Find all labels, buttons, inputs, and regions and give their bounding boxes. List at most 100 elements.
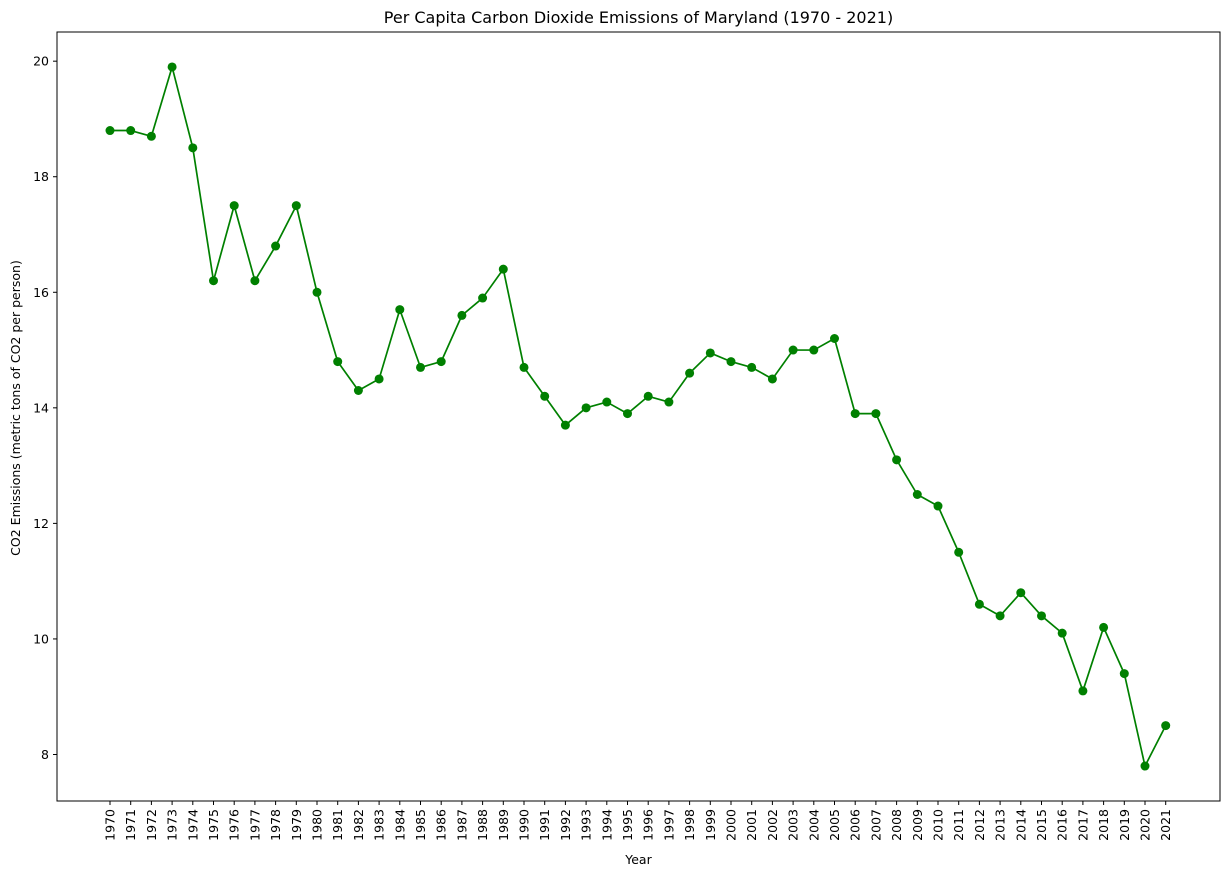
data-point <box>995 611 1005 621</box>
x-tick-label: 1976 <box>227 809 242 841</box>
x-tick-label: 1972 <box>144 809 159 841</box>
data-point <box>954 547 964 557</box>
data-point <box>1057 628 1067 638</box>
x-tick-label: 2014 <box>1013 809 1028 841</box>
x-tick-label: 1988 <box>475 809 490 841</box>
x-tick-label: 2006 <box>848 809 863 841</box>
data-point <box>912 489 922 499</box>
data-point <box>519 362 529 372</box>
data-point <box>291 201 301 211</box>
x-tick-label: 2010 <box>931 809 946 841</box>
data-point <box>602 397 612 407</box>
data-point <box>457 310 467 320</box>
x-tick-label: 2008 <box>889 809 904 841</box>
y-tick-label: 18 <box>33 169 49 184</box>
x-tick-label: 2007 <box>868 809 883 841</box>
x-tick-label: 2002 <box>765 809 780 841</box>
x-tick-label: 1974 <box>185 809 200 841</box>
y-tick-label: 20 <box>33 54 49 69</box>
x-tick-label: 1970 <box>103 809 118 841</box>
x-tick-label: 1993 <box>579 809 594 841</box>
x-tick-label: 2004 <box>806 809 821 841</box>
x-tick-label: 2005 <box>827 809 842 841</box>
x-tick-label: 1982 <box>351 809 366 841</box>
x-tick-label: 1978 <box>268 809 283 841</box>
x-tick-label: 1999 <box>703 809 718 841</box>
data-point <box>581 403 591 413</box>
x-tick-label: 1971 <box>123 809 138 841</box>
x-tick-label: 2015 <box>1034 809 1049 841</box>
x-tick-label: 2021 <box>1158 809 1173 841</box>
series-line <box>110 66 1167 767</box>
data-point <box>809 345 819 355</box>
plot-area: 8 10 12 14 16 18 20 1970 1971 1972 1973 1974 1975 197… <box>33 31 1221 841</box>
data-point <box>333 357 343 367</box>
x-tick-label: 1981 <box>330 809 345 841</box>
x-tick-label: 1977 <box>247 809 262 841</box>
data-point <box>353 386 363 396</box>
data-point <box>1016 588 1026 598</box>
x-tick-label: 1990 <box>517 809 532 841</box>
data-point <box>416 362 425 372</box>
x-tick-label: 1975 <box>206 809 221 841</box>
data-point <box>478 293 488 303</box>
data-point <box>374 374 384 384</box>
data-point <box>560 420 570 430</box>
data-point <box>1099 622 1109 632</box>
data-point <box>1078 686 1088 696</box>
data-point <box>643 391 653 401</box>
data-point <box>933 501 943 511</box>
data-point <box>830 334 839 344</box>
data-point <box>126 126 136 136</box>
x-tick-label: 1973 <box>165 809 180 841</box>
x-tick-label: 1983 <box>372 809 387 841</box>
x-tick-label: 2001 <box>744 809 759 841</box>
data-point <box>685 368 695 378</box>
x-tick-label: 2018 <box>1096 809 1111 841</box>
data-point <box>250 276 260 286</box>
x-tick-label: 2020 <box>1138 809 1153 841</box>
data-point <box>974 599 984 609</box>
x-tick-label: 2017 <box>1075 809 1090 841</box>
y-axis-label: CO2 Emissions (metric tons of CO2 per pe… <box>8 260 23 556</box>
x-tick-label: 1995 <box>620 809 635 841</box>
x-tick-label: 1991 <box>537 809 552 841</box>
data-point <box>788 345 798 355</box>
x-tick-label: 1986 <box>434 809 449 841</box>
data-point <box>726 357 736 367</box>
x-tick-label: 1992 <box>558 809 573 841</box>
data-point <box>312 287 322 297</box>
x-tick-label: 1984 <box>392 809 407 841</box>
data-point <box>209 276 218 286</box>
x-tick-label: 1980 <box>310 809 325 841</box>
data-point <box>664 397 674 407</box>
y-tick-label: 12 <box>33 516 49 531</box>
x-tick-label: 1997 <box>661 809 676 841</box>
y-tick-label: 8 <box>41 747 49 762</box>
x-tick-label: 2000 <box>724 809 739 841</box>
y-tick-label: 14 <box>33 400 49 415</box>
x-tick-label: 1996 <box>641 809 656 841</box>
x-tick-label: 2009 <box>910 809 925 841</box>
x-tick-label: 1987 <box>454 809 469 841</box>
data-point <box>1140 761 1150 771</box>
data-point <box>1119 669 1129 679</box>
data-point <box>747 362 757 372</box>
x-tick-label: 2003 <box>786 809 801 841</box>
data-point <box>705 348 715 358</box>
data-point <box>540 391 550 401</box>
data-point <box>498 264 508 274</box>
x-tick-label: 1994 <box>599 809 614 841</box>
x-tick-label: 2013 <box>993 809 1008 841</box>
x-tick-label: 2011 <box>951 809 966 841</box>
x-tick-label: 2012 <box>972 809 987 841</box>
chart-title: Per Capita Carbon Dioxide Emissions of M… <box>384 8 893 27</box>
x-tick-label: 2019 <box>1117 809 1132 841</box>
x-axis-label: Year <box>624 852 652 867</box>
data-point <box>188 143 198 153</box>
y-tick-label: 10 <box>33 631 49 646</box>
x-tick-label: 1985 <box>413 809 428 841</box>
data-point <box>871 409 881 419</box>
